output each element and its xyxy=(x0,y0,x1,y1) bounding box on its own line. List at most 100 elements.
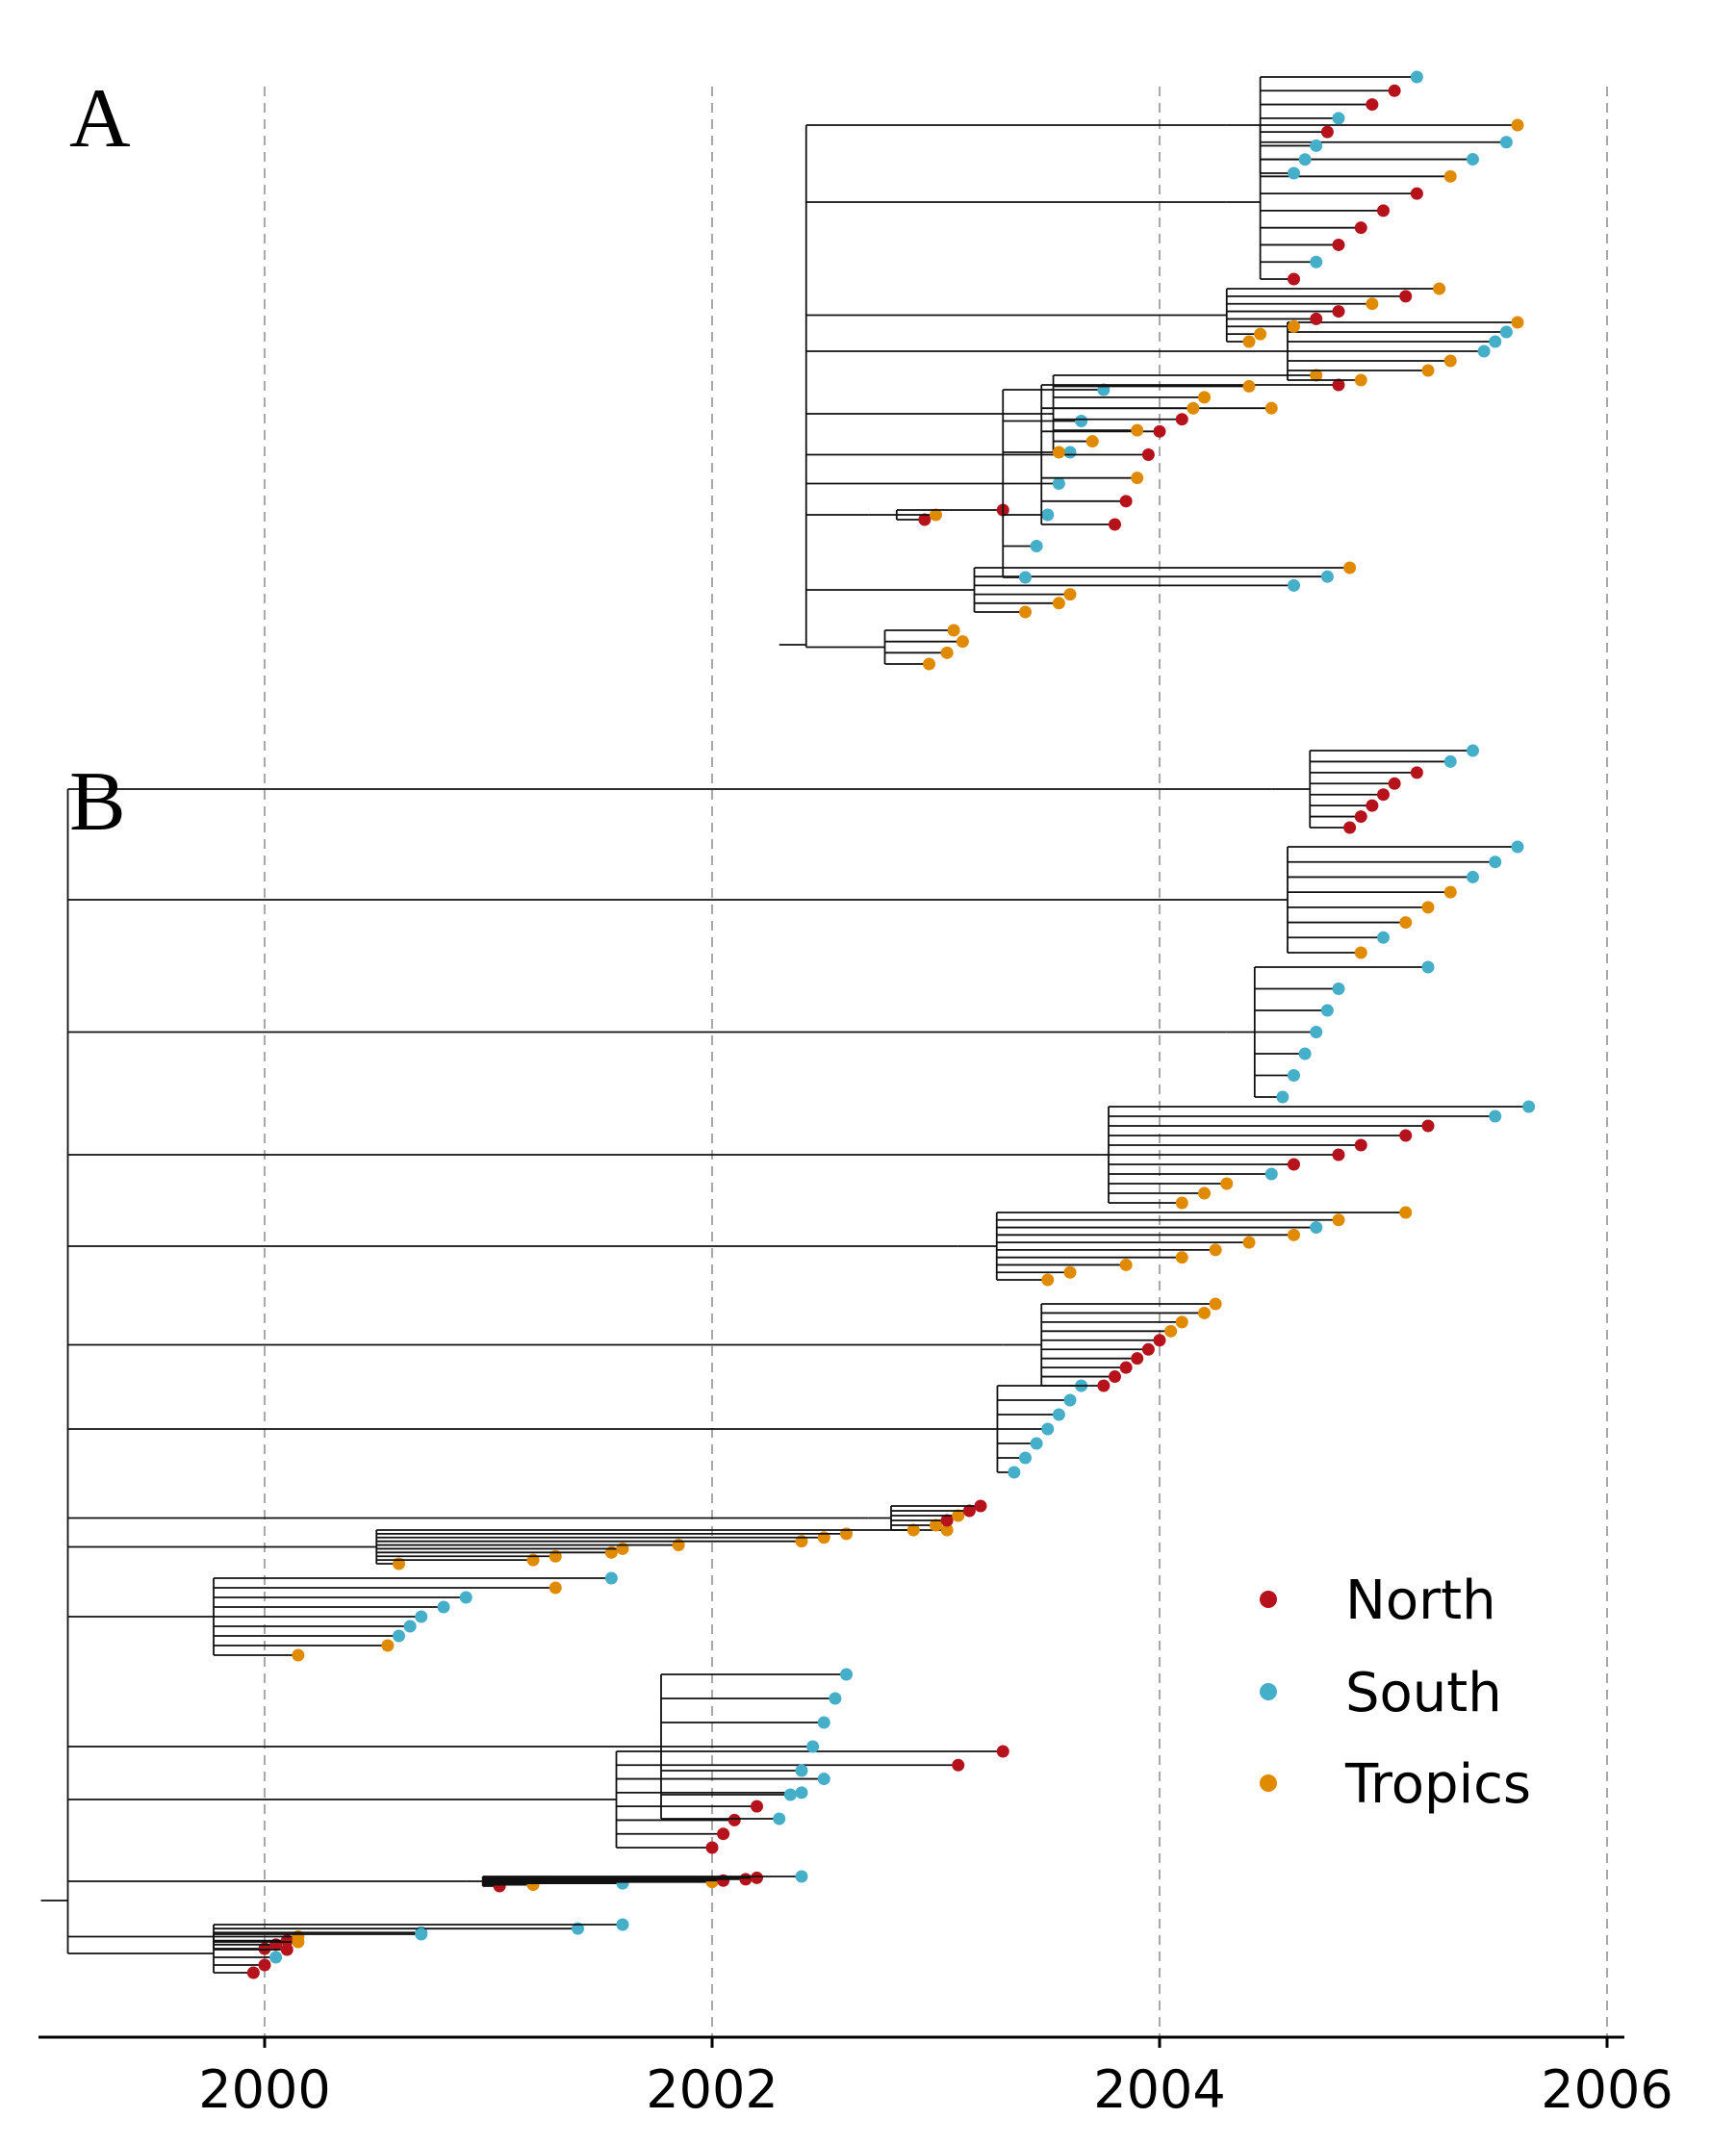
tip-north xyxy=(1332,238,1345,251)
tip-south xyxy=(1499,325,1513,339)
clade-7 xyxy=(1249,316,1524,387)
clade-9 xyxy=(981,1379,1088,1479)
tip-south xyxy=(1276,1090,1289,1104)
tip-north xyxy=(739,1873,753,1886)
clade-6 xyxy=(1047,369,1323,459)
tip-north xyxy=(280,1943,294,1956)
tip-south xyxy=(1499,136,1513,149)
tip-south xyxy=(829,1692,842,1705)
tip-north xyxy=(1320,125,1334,139)
tip-south xyxy=(437,1600,450,1614)
clade-5 xyxy=(623,1668,853,1825)
tip-tropics xyxy=(1209,1243,1222,1257)
clade-3 xyxy=(868,503,1009,526)
tip-tropics xyxy=(1209,1297,1222,1311)
tip-north xyxy=(1354,810,1367,824)
tip-north xyxy=(258,1942,271,1955)
tip-south xyxy=(269,1951,283,1964)
tip-north xyxy=(751,1871,763,1884)
tip-south xyxy=(1467,744,1479,757)
clade-15 xyxy=(1271,744,1479,834)
tip-tropics xyxy=(1175,1315,1188,1329)
tip-south xyxy=(415,1610,428,1623)
tip-south xyxy=(1320,570,1334,583)
tip-north xyxy=(1288,1158,1300,1171)
tip-south xyxy=(795,1786,808,1799)
tip-south xyxy=(1041,1422,1055,1436)
tip-south xyxy=(1063,446,1077,459)
tip-north xyxy=(1288,272,1300,286)
tip-south xyxy=(795,1870,808,1883)
tip-south xyxy=(1489,855,1502,869)
tip-tropics xyxy=(1198,1306,1211,1319)
tip-south xyxy=(1377,931,1390,944)
tip-tropics xyxy=(1187,401,1200,415)
tip-tropics xyxy=(1019,605,1032,619)
tip-tropics xyxy=(1175,1196,1188,1210)
tip-north xyxy=(1399,290,1413,303)
tip-north xyxy=(1388,84,1401,97)
tip-tropics xyxy=(940,1523,954,1537)
tip-tropics xyxy=(1366,297,1379,311)
tip-north xyxy=(996,1745,1009,1758)
tip-south xyxy=(1052,477,1065,490)
tip-tropics xyxy=(1041,1273,1055,1287)
tip-tropics xyxy=(906,1523,920,1537)
tip-tropics xyxy=(1220,1177,1234,1190)
tip-tropics xyxy=(1198,1187,1211,1200)
panel-a-tree xyxy=(779,70,1524,671)
clade-1 xyxy=(846,624,969,671)
tip-south xyxy=(459,1591,472,1604)
tip-north xyxy=(705,1841,719,1854)
tip-south xyxy=(783,1788,797,1801)
tip-south xyxy=(1310,1026,1323,1038)
tip-tropics xyxy=(930,508,942,522)
tip-tropics xyxy=(1175,1251,1188,1264)
tip-south xyxy=(1075,415,1088,427)
tip-tropics xyxy=(1421,364,1435,377)
tip-south xyxy=(1008,1466,1021,1479)
clade-10 xyxy=(1226,70,1423,180)
clade-10 xyxy=(1003,1297,1222,1392)
tip-north xyxy=(1175,413,1188,426)
tip-south xyxy=(1298,153,1312,166)
tip-north xyxy=(1153,1334,1166,1347)
tip-south xyxy=(1477,345,1491,358)
tip-tropics xyxy=(1511,316,1524,329)
tip-tropics xyxy=(1131,472,1144,485)
tip-tropics xyxy=(1343,561,1357,574)
tip-tropics xyxy=(292,1935,305,1949)
tip-south xyxy=(1320,1004,1334,1017)
tip-tropics xyxy=(1198,391,1211,404)
tip-south xyxy=(1264,1167,1278,1181)
time-gridlines xyxy=(264,87,1608,2037)
clade-8 xyxy=(868,1499,987,1537)
tip-tropics xyxy=(1399,916,1413,930)
tip-tropics xyxy=(1288,319,1300,333)
tip-south xyxy=(1030,540,1043,552)
clade-2 xyxy=(935,561,1357,619)
clade-11 xyxy=(957,1206,1413,1287)
tip-south xyxy=(1019,1451,1032,1465)
tip-south xyxy=(1332,983,1345,995)
tip-south xyxy=(1052,1408,1065,1421)
x-tick-label-2004: 2004 xyxy=(1093,2059,1225,2120)
tip-north xyxy=(1310,312,1323,325)
tip-south xyxy=(1019,571,1032,584)
tip-south xyxy=(1511,840,1524,854)
tip-tropics xyxy=(1511,118,1524,132)
tip-north xyxy=(1399,1129,1413,1142)
tip-tropics xyxy=(1063,1265,1077,1279)
tip-tropics xyxy=(947,624,960,637)
legend-south-marker xyxy=(1260,1683,1277,1700)
tip-tropics xyxy=(1332,1213,1345,1227)
panel-a-label: A xyxy=(69,72,131,166)
tip-tropics xyxy=(1164,1324,1178,1338)
tip-tropics xyxy=(1421,901,1435,914)
tip-north xyxy=(258,1958,271,1972)
panel-b-label: B xyxy=(69,755,126,849)
tip-north xyxy=(1354,221,1367,235)
tip-north xyxy=(246,1966,260,1979)
legend-tropics-label: Tropics xyxy=(1344,1753,1531,1816)
